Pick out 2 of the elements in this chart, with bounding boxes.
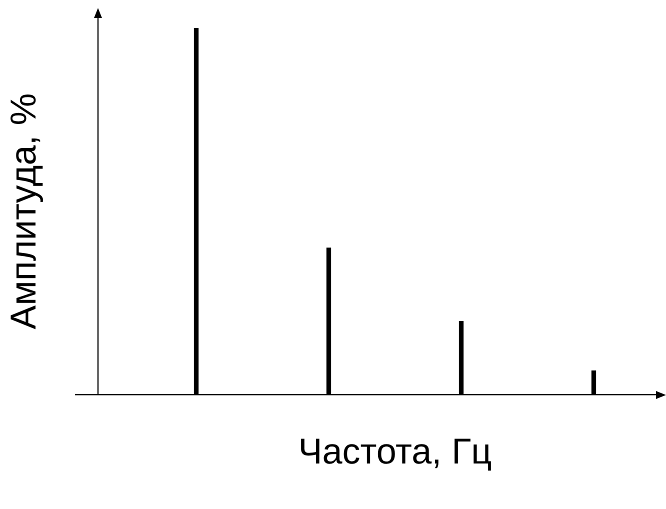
y-axis-title: Амплитуда, % (2, 93, 44, 330)
x-axis-title: Частота, Гц (298, 430, 492, 472)
